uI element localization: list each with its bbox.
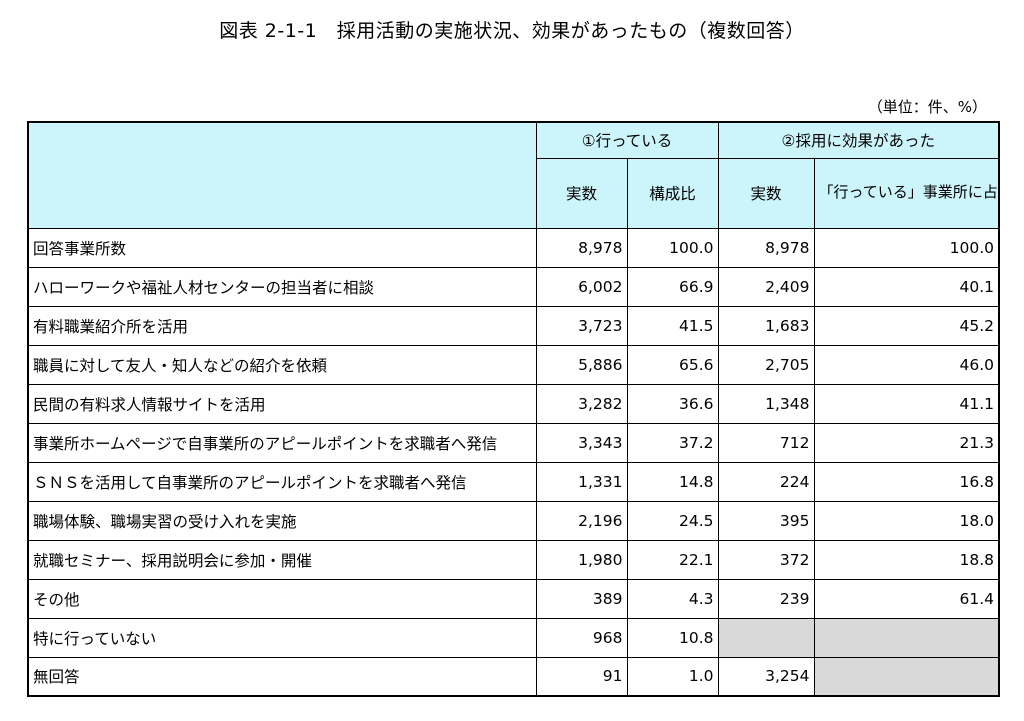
cell-effective-share: 40.1 (813, 266, 1000, 307)
table-row: ハローワークや福祉人材センターの担当者に相談 6,002 66.9 2,409 … (27, 266, 1000, 307)
table-row: 無回答 91 1.0 3,254 (27, 656, 1000, 697)
header-group-effective: ②採用に効果があった (717, 121, 1000, 159)
cell-ratio: 36.6 (626, 383, 719, 424)
table-row: 職員に対して友人・知人などの紹介を依頼 5,886 65.6 2,705 46.… (27, 344, 1000, 385)
row-label: 職場体験、職場実習の受け入れを実施 (27, 500, 537, 541)
cell-count-doing: 5,886 (535, 344, 628, 385)
survey-table: ①行っている ②採用に効果があった 実数 構成比 実数 「行っている」事業所に占… (27, 121, 1000, 697)
header-group-doing: ①行っている (535, 121, 719, 159)
cell-count-effective: 2,409 (717, 266, 815, 307)
row-label: 事業所ホームページで自事業所のアピールポイントを求職者へ発信 (27, 422, 537, 463)
cell-effective-share-empty (813, 656, 1000, 697)
cell-effective-share: 18.0 (813, 500, 1000, 541)
cell-count-doing: 3,343 (535, 422, 628, 463)
table-row: その他 389 4.3 239 61.4 (27, 578, 1000, 619)
cell-count-doing: 1,331 (535, 461, 628, 502)
cell-count-effective: 1,348 (717, 383, 815, 424)
cell-effective-share-empty (813, 617, 1000, 658)
table-row: 特に行っていない 968 10.8 (27, 617, 1000, 658)
cell-count-effective: 8,978 (717, 227, 815, 268)
row-label: その他 (27, 578, 537, 619)
cell-count-effective: 224 (717, 461, 815, 502)
row-label: 特に行っていない (27, 617, 537, 658)
header-count-effective: 実数 (717, 157, 815, 229)
cell-ratio: 37.2 (626, 422, 719, 463)
header-ratio: 構成比 (626, 157, 719, 229)
row-label: ＳＮＳを活用して自事業所のアピールポイントを求職者へ発信 (27, 461, 537, 502)
table-row: 有料職業紹介所を活用 3,723 41.5 1,683 45.2 (27, 305, 1000, 346)
table-row: 職場体験、職場実習の受け入れを実施 2,196 24.5 395 18.0 (27, 500, 1000, 541)
cell-ratio: 14.8 (626, 461, 719, 502)
cell-count-doing: 389 (535, 578, 628, 619)
table-row: 民間の有料求人情報サイトを活用 3,282 36.6 1,348 41.1 (27, 383, 1000, 424)
cell-ratio: 22.1 (626, 539, 719, 580)
cell-effective-share: 18.8 (813, 539, 1000, 580)
row-label: ハローワークや福祉人材センターの担当者に相談 (27, 266, 537, 307)
cell-ratio: 4.3 (626, 578, 719, 619)
row-label: 民間の有料求人情報サイトを活用 (27, 383, 537, 424)
cell-effective-share: 16.8 (813, 461, 1000, 502)
header-count-doing: 実数 (535, 157, 628, 229)
unit-note: （単位：件、%） (867, 98, 987, 116)
cell-count-doing: 3,282 (535, 383, 628, 424)
cell-ratio: 24.5 (626, 500, 719, 541)
cell-ratio: 10.8 (626, 617, 719, 658)
cell-effective-share: 46.0 (813, 344, 1000, 385)
table-row: ＳＮＳを活用して自事業所のアピールポイントを求職者へ発信 1,331 14.8 … (27, 461, 1000, 502)
cell-count-effective: 239 (717, 578, 815, 619)
cell-ratio: 65.6 (626, 344, 719, 385)
row-label: 回答事業所数 (27, 227, 537, 268)
cell-ratio: 66.9 (626, 266, 719, 307)
cell-count-effective: 712 (717, 422, 815, 463)
row-label: 就職セミナー、採用説明会に参加・開催 (27, 539, 537, 580)
cell-effective-share: 41.1 (813, 383, 1000, 424)
row-label: 職員に対して友人・知人などの紹介を依頼 (27, 344, 537, 385)
cell-count-doing: 968 (535, 617, 628, 658)
cell-effective-share: 45.2 (813, 305, 1000, 346)
cell-count-doing: 91 (535, 656, 628, 697)
cell-count-doing: 1,980 (535, 539, 628, 580)
cell-ratio: 1.0 (626, 656, 719, 697)
cell-count-doing: 6,002 (535, 266, 628, 307)
header-effective-share: 「行っている」事業所に占める「効果があった」割合 (813, 157, 1000, 229)
cell-count-effective-empty (717, 617, 815, 658)
row-label: 無回答 (27, 656, 537, 697)
row-label: 有料職業紹介所を活用 (27, 305, 537, 346)
header-blank-cell (27, 121, 537, 229)
cell-ratio: 100.0 (626, 227, 719, 268)
cell-count-doing: 2,196 (535, 500, 628, 541)
cell-count-effective: 395 (717, 500, 815, 541)
cell-count-effective: 3,254 (717, 656, 815, 697)
table-row: 就職セミナー、採用説明会に参加・開催 1,980 22.1 372 18.8 (27, 539, 1000, 580)
table-row: 回答事業所数 8,978 100.0 8,978 100.0 (27, 227, 1000, 268)
cell-effective-share: 61.4 (813, 578, 1000, 619)
cell-count-effective: 1,683 (717, 305, 815, 346)
table-row: 事業所ホームページで自事業所のアピールポイントを求職者へ発信 3,343 37.… (27, 422, 1000, 463)
cell-count-doing: 3,723 (535, 305, 628, 346)
cell-count-doing: 8,978 (535, 227, 628, 268)
cell-count-effective: 2,705 (717, 344, 815, 385)
cell-count-effective: 372 (717, 539, 815, 580)
cell-effective-share: 100.0 (813, 227, 1000, 268)
cell-ratio: 41.5 (626, 305, 719, 346)
cell-effective-share: 21.3 (813, 422, 1000, 463)
table-title: 図表 2-1-1 採用活動の実施状況、効果があったもの（複数回答） (219, 20, 805, 42)
